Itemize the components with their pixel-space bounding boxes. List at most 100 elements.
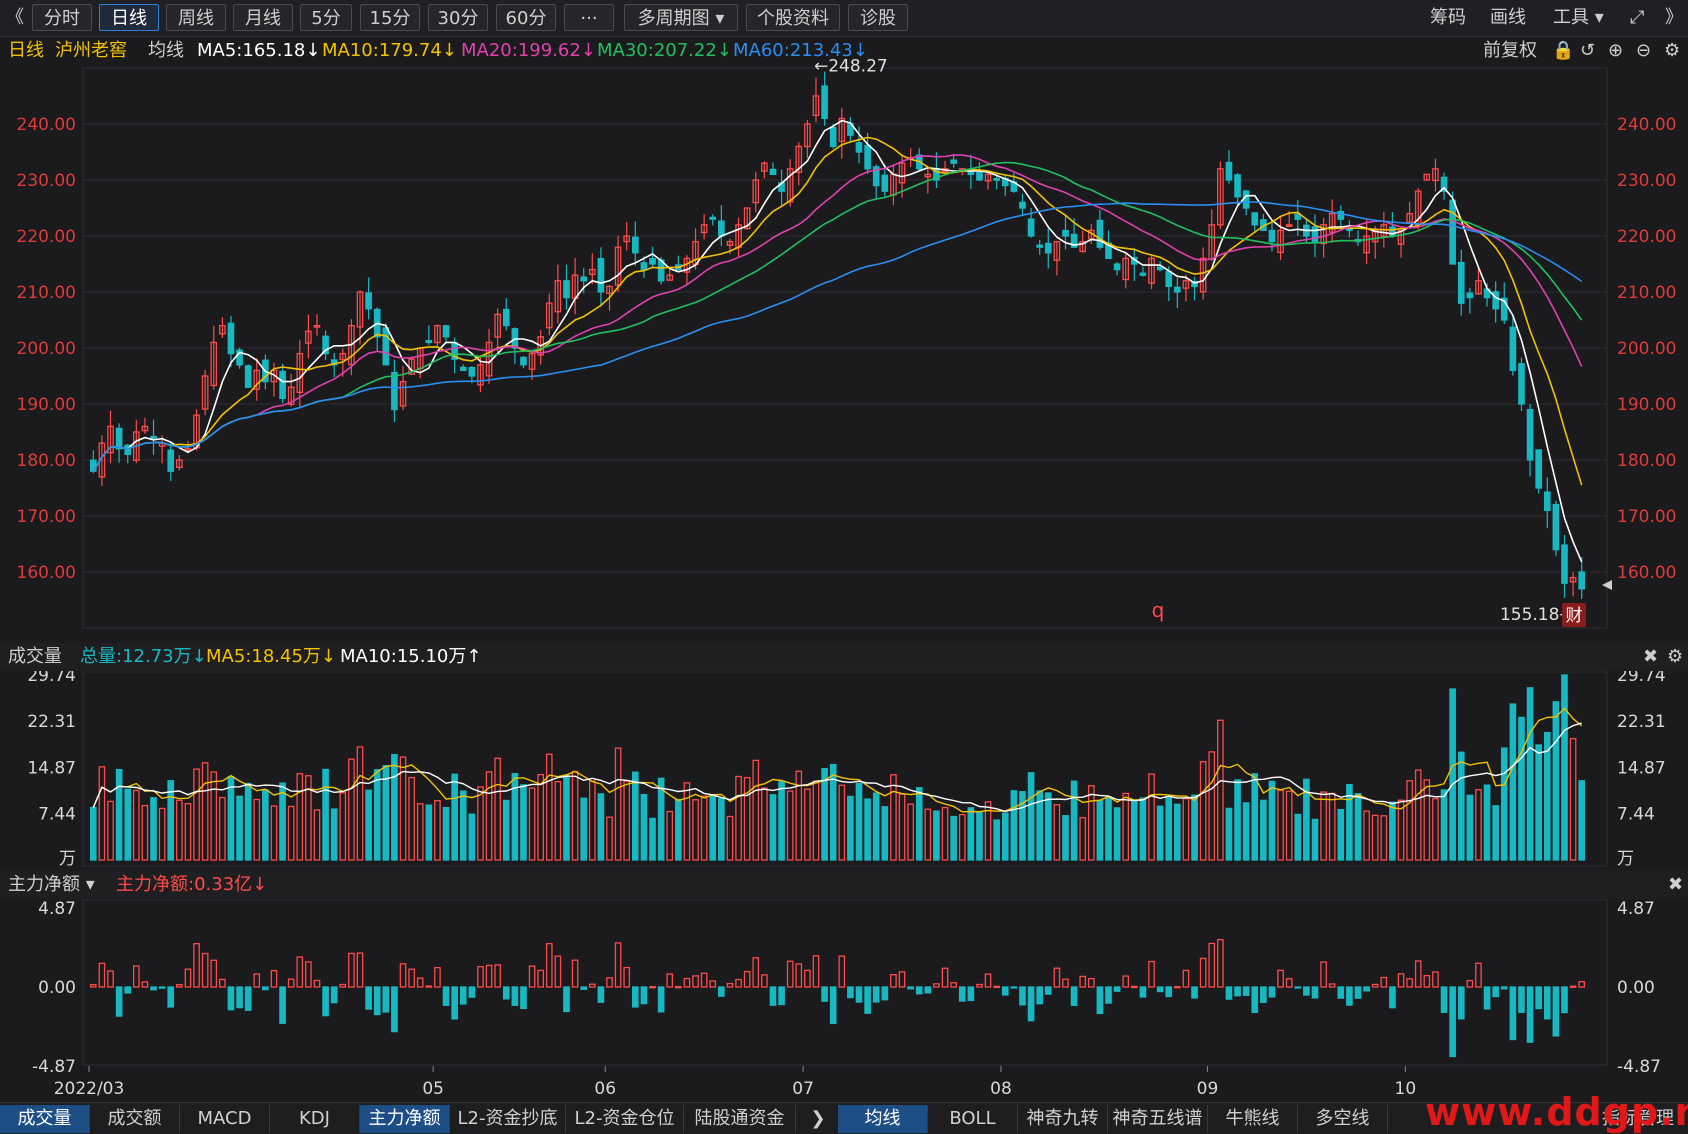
indicator-tab-0[interactable]: 成交量 [0,1105,90,1133]
netflow-bar [1096,986,1104,1015]
candle-body [588,268,596,276]
settings-icon[interactable]: ⚙ [1664,40,1681,61]
netflow-bar [1079,975,1087,988]
close-netflow-icon[interactable]: ✖ [1668,874,1684,895]
candle-body [1242,190,1250,209]
volume-title[interactable]: 成交量 [8,646,62,667]
zoom-in-icon[interactable]: ⊕ [1608,40,1624,61]
candle-body [1105,242,1112,260]
overlay-tab-2[interactable]: 神奇九转 [1018,1105,1108,1133]
indicator-tab-6[interactable]: L2-资金仓位 [566,1105,684,1133]
volume-bar [210,771,218,861]
overlay-tab-3[interactable]: 神奇五线谱 [1108,1105,1208,1133]
indicator-tab-7[interactable]: 陆股通资金 [684,1105,796,1133]
netflow-bar [416,977,424,988]
netflow-bar [124,986,132,994]
candle-body [804,123,811,148]
undo-icon[interactable]: ↺ [1580,40,1596,61]
zoom-out-icon[interactable]: ⊖ [1636,40,1652,61]
volume-ma5: MA5:18.45万↓ [206,646,336,667]
indicator-tab-3[interactable]: KDJ [270,1105,360,1133]
volume-bar [244,782,252,861]
candle-body [322,335,329,355]
tabs-scroll-icon[interactable]: ❯ [810,1108,826,1129]
candle-body [1122,257,1130,281]
period-tab-7[interactable]: 60分 [496,4,556,31]
indicator-tab-4[interactable]: 主力净额 [360,1105,450,1133]
candle-body [1337,210,1345,220]
netflow-bar [1561,986,1568,1014]
draw-line-button[interactable]: 画线 [1490,7,1526,28]
volume-tick-left: 14.87 [27,759,76,779]
tools-menu[interactable]: 工具 ▾ [1553,7,1604,28]
volume-bar [898,793,906,861]
netflow-bar [1363,986,1370,992]
volume-bar [1578,780,1586,861]
fullscreen-icon[interactable]: ⤢ [1630,7,1645,28]
candle-body [614,246,622,286]
netflow-bar [606,977,613,988]
candle-body [1363,235,1370,254]
candle-body [683,257,691,273]
price-tick-right: 160.00 [1617,563,1676,583]
indicator-tab-2[interactable]: MACD [180,1105,270,1133]
volume-bar [761,787,768,861]
candle-body [958,168,966,171]
candle-body [330,359,338,366]
period-tab-11[interactable]: 诊股 [848,4,908,31]
period-tab-5[interactable]: 15分 [360,4,420,31]
period-tab-6[interactable]: 30分 [428,4,488,31]
volume-bar [468,813,476,861]
volume-settings-icon[interactable]: ⚙ [1667,646,1684,667]
volume-bar [416,803,424,861]
candle-body [1371,229,1379,243]
netflow-bar [158,986,166,989]
netflow-bar [1303,986,1310,996]
period-tab-2[interactable]: 周线 [166,4,226,31]
netflow-bar [743,970,751,988]
candle-body [365,292,372,310]
candle-body [752,179,760,204]
stock-name[interactable]: 泸州老窖 [55,40,127,61]
period-tab-1[interactable]: 日线 [99,4,159,31]
volume-bar [1174,803,1181,861]
candle-body [1191,280,1198,288]
volume-bar [1251,773,1259,861]
candle-body [1027,218,1035,237]
ma-label[interactable]: 均线 [148,40,184,61]
volume-bar [778,781,785,861]
period-tab-8[interactable]: ··· [564,4,614,31]
netflow-bar [941,967,949,988]
candle-body [1303,224,1310,237]
indicator-tab-1[interactable]: 成交额 [90,1105,180,1133]
netflow-title[interactable]: 主力净额 ▾ [8,874,95,895]
volume-bar [1423,779,1431,861]
adjust-label[interactable]: 前复权 [1483,40,1537,61]
indicator-tab-5[interactable]: L2-资金抄底 [450,1105,566,1133]
volume-bar [1543,731,1551,861]
overlay-tab-5[interactable]: 多空线 [1298,1105,1388,1133]
chips-button[interactable]: 筹码 [1430,7,1466,28]
volume-ma10-line [92,722,1582,813]
volume-bar [348,758,355,861]
period-tab-0[interactable]: 分时 [32,4,92,31]
price-tick-left: 220.00 [17,227,76,247]
lock-icon[interactable]: 🔒 [1552,40,1575,61]
back-button[interactable]: 《 [6,7,24,28]
netflow-bar [1475,962,1482,988]
collapse-panel-icon[interactable]: 》 [1665,7,1683,28]
indicator-manage-button[interactable]: 指标管理 [1602,1108,1674,1129]
close-volume-icon[interactable]: ✖ [1643,646,1659,667]
candle-body [373,308,381,338]
netflow-bar [1371,983,1379,988]
period-tab-10[interactable]: 个股资料 [746,4,840,31]
overlay-tab-4[interactable]: 牛熊线 [1208,1105,1298,1133]
stock-chart[interactable]: 240.00 240.00 230.00 230.00 220.00 220.00 210.… [0,0,1688,1100]
period-tab-9[interactable]: 多周期图 ▾ [624,4,738,31]
candle-body [1320,224,1327,245]
volume-bar [107,800,114,861]
overlay-tab-1[interactable]: BOLL [928,1105,1018,1133]
overlay-tab-0[interactable]: 均线 [838,1105,928,1133]
period-tab-4[interactable]: 5分 [300,4,352,31]
period-tab-3[interactable]: 月线 [233,4,293,31]
